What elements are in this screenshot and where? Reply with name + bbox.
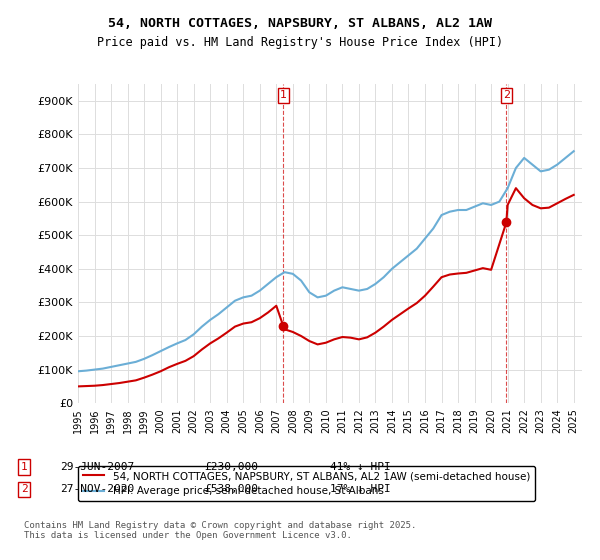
Text: 27-NOV-2020: 27-NOV-2020 bbox=[60, 484, 134, 494]
Text: 17% ↓ HPI: 17% ↓ HPI bbox=[330, 484, 391, 494]
Text: 1: 1 bbox=[280, 90, 287, 100]
Text: 29-JUN-2007: 29-JUN-2007 bbox=[60, 462, 134, 472]
Text: Price paid vs. HM Land Registry's House Price Index (HPI): Price paid vs. HM Land Registry's House … bbox=[97, 36, 503, 49]
Text: 2: 2 bbox=[503, 90, 510, 100]
Text: Contains HM Land Registry data © Crown copyright and database right 2025.
This d: Contains HM Land Registry data © Crown c… bbox=[24, 521, 416, 540]
Text: 41% ↓ HPI: 41% ↓ HPI bbox=[330, 462, 391, 472]
Text: £230,000: £230,000 bbox=[204, 462, 258, 472]
Legend: 54, NORTH COTTAGES, NAPSBURY, ST ALBANS, AL2 1AW (semi-detached house), HPI: Ave: 54, NORTH COTTAGES, NAPSBURY, ST ALBANS,… bbox=[78, 466, 535, 502]
Text: 1: 1 bbox=[20, 462, 28, 472]
Text: 54, NORTH COTTAGES, NAPSBURY, ST ALBANS, AL2 1AW: 54, NORTH COTTAGES, NAPSBURY, ST ALBANS,… bbox=[108, 17, 492, 30]
Text: £538,000: £538,000 bbox=[204, 484, 258, 494]
Text: 2: 2 bbox=[20, 484, 28, 494]
